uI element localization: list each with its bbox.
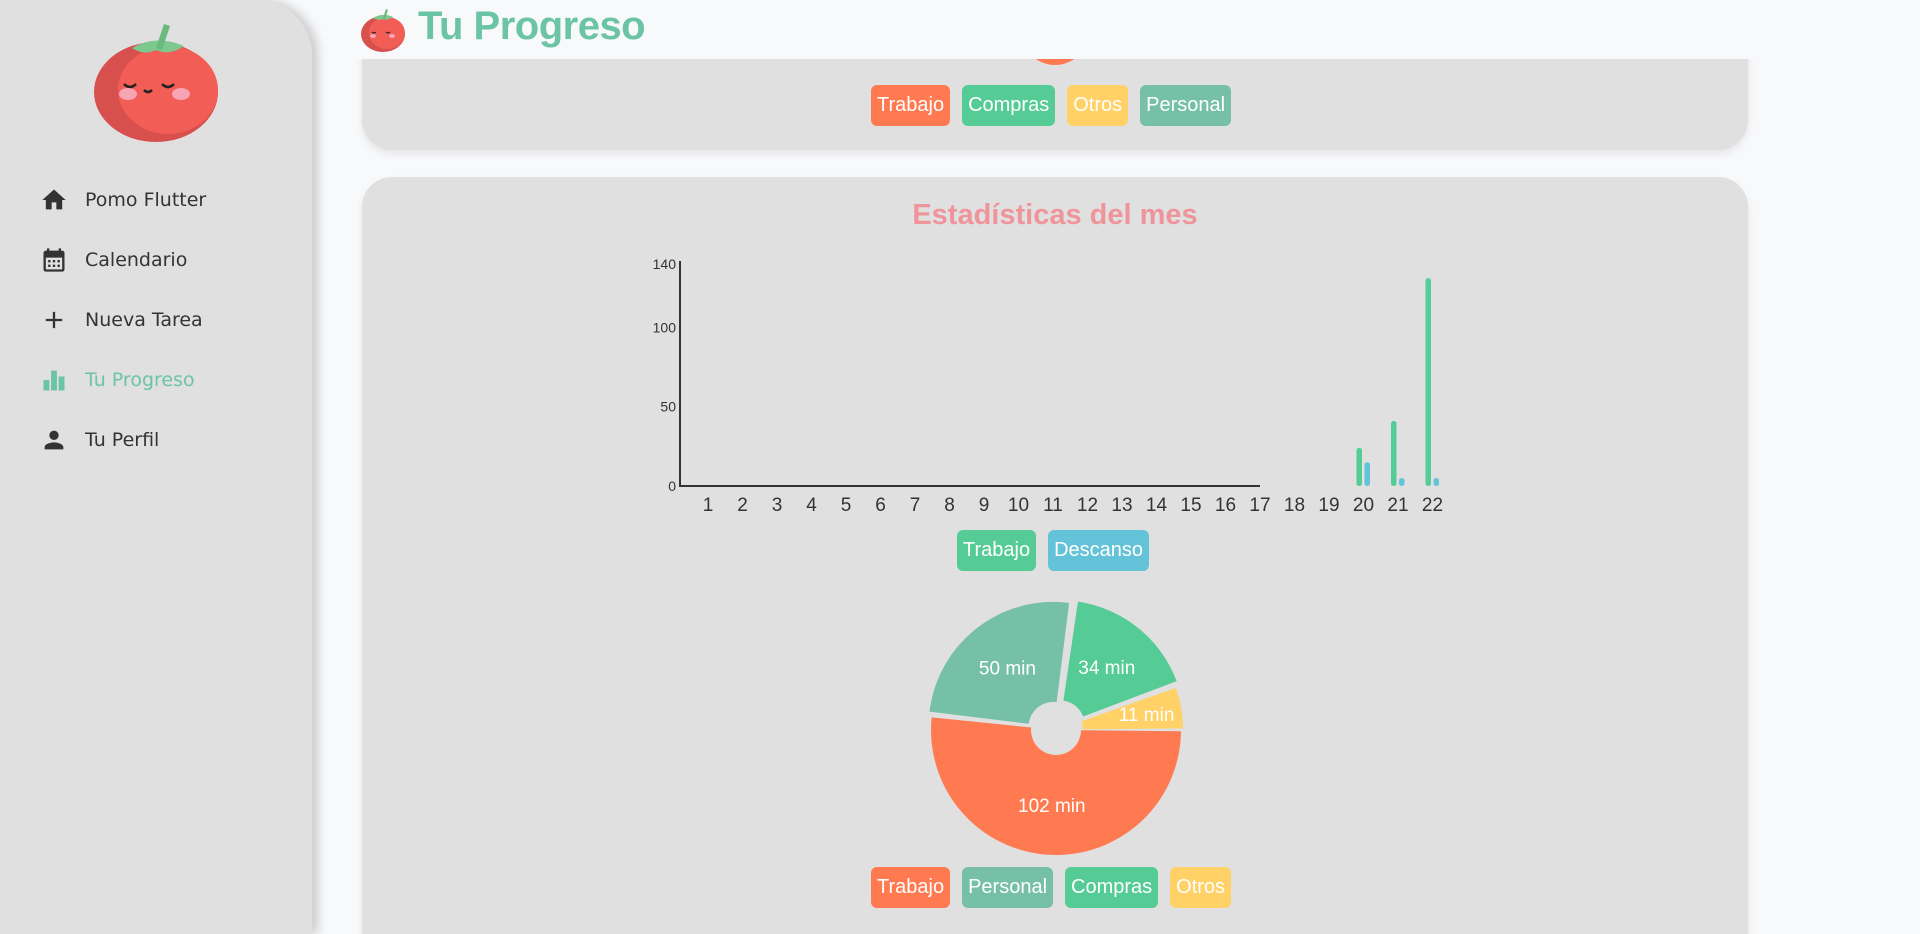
category-legend: Trabajo Compras Otros Personal xyxy=(871,85,1232,126)
home-icon xyxy=(42,189,66,210)
pie-slice-label: 102 min xyxy=(1018,796,1086,817)
bar-trabajo-20 xyxy=(1356,447,1362,486)
sidebar-item-label: Tu Progreso xyxy=(85,369,195,391)
x-tick-label: 3 xyxy=(772,495,783,516)
sidebar-item-nueva-tarea[interactable]: Nueva Tarea xyxy=(40,300,203,340)
x-tick-label: 1 xyxy=(703,495,714,516)
x-tick-label: 22 xyxy=(1422,495,1443,516)
legend-chip-trabajo[interactable]: Trabajo xyxy=(871,85,951,126)
person-icon xyxy=(44,430,64,450)
pie-slice-label: 11 min xyxy=(1119,705,1175,726)
bar-trabajo-21 xyxy=(1391,420,1397,486)
page-title: Tu Progreso xyxy=(418,4,646,48)
sidebar-item-label: Nueva Tarea xyxy=(85,309,203,331)
x-tick-label: 10 xyxy=(1008,495,1029,516)
x-tick-label: 20 xyxy=(1353,495,1374,516)
legend-chip-trabajo[interactable]: Trabajo xyxy=(871,867,951,908)
sidebar-item-label: Calendario xyxy=(85,249,188,271)
app-header: Tu Progreso xyxy=(312,0,1920,59)
section-title: Estadísticas del mes xyxy=(912,199,1198,231)
y-tick-label: 50 xyxy=(660,399,676,415)
x-tick-label: 11 xyxy=(1043,495,1063,516)
x-tick-label: 17 xyxy=(1249,495,1270,516)
x-tick-label: 16 xyxy=(1215,495,1236,516)
x-tick-label: 8 xyxy=(944,495,955,516)
tomato-icon xyxy=(361,9,405,52)
x-tick-label: 5 xyxy=(841,495,852,516)
legend-chip-personal[interactable]: Personal xyxy=(1140,85,1232,126)
pie-slice-label: 50 min xyxy=(979,659,1036,680)
sidebar: Pomo Flutter Calendario Nueva Tarea Tu P… xyxy=(0,0,312,934)
sidebar-item-pomo-flutter[interactable]: Pomo Flutter xyxy=(40,180,206,220)
legend-chip-compras[interactable]: Compras xyxy=(962,85,1056,126)
pie-slice-label: 34 min xyxy=(1078,658,1135,679)
bar-descanso-21 xyxy=(1399,478,1405,486)
bar-descanso-22 xyxy=(1433,478,1439,486)
x-tick-label: 21 xyxy=(1387,495,1408,516)
y-tick-label: 100 xyxy=(653,319,677,335)
legend-chip-otros[interactable]: Otros xyxy=(1067,85,1129,126)
x-tick-label: 13 xyxy=(1111,495,1132,516)
pie-slice-personal xyxy=(929,601,1070,724)
legend-chip-descanso[interactable]: Descanso xyxy=(1048,530,1150,571)
x-tick-label: 15 xyxy=(1180,495,1201,516)
sidebar-item-tu-progreso[interactable]: Tu Progreso xyxy=(40,360,195,400)
bar-descanso-20 xyxy=(1364,462,1370,486)
x-tick-label: 12 xyxy=(1077,495,1098,516)
pie-slice-compras xyxy=(1063,601,1177,717)
y-tick-label: 140 xyxy=(653,256,677,272)
legend-chip-otros[interactable]: Otros xyxy=(1170,867,1232,908)
y-tick-label: 0 xyxy=(668,478,676,494)
sidebar-item-label: Tu Perfil xyxy=(85,429,160,451)
x-tick-label: 7 xyxy=(910,495,921,516)
legend-chip-trabajo[interactable]: Trabajo xyxy=(957,530,1037,571)
x-tick-label: 19 xyxy=(1318,495,1339,516)
pie-slice-otros xyxy=(1081,687,1183,730)
x-tick-label: 6 xyxy=(875,495,886,516)
bar-trabajo-22 xyxy=(1425,278,1431,486)
bar-legend: Trabajo Descanso xyxy=(957,530,1150,571)
pie-legend: Trabajo Personal Compras Otros xyxy=(871,867,1232,908)
calendar-icon xyxy=(43,248,65,272)
x-tick-label: 18 xyxy=(1284,495,1305,516)
x-tick-label: 2 xyxy=(737,495,748,516)
x-tick-label: 9 xyxy=(979,495,990,516)
month-stats-card: Estadísticas del mes 0 50 100 140 1 2 3 4 5 6 7 8 9 1… xyxy=(362,177,1748,934)
bar-chart-icon xyxy=(43,370,65,391)
tomato-mascot-logo xyxy=(94,24,218,142)
sidebar-item-tu-perfil[interactable]: Tu Perfil xyxy=(40,420,159,460)
sidebar-item-label: Pomo Flutter xyxy=(85,189,207,211)
x-tick-label: 14 xyxy=(1146,495,1168,516)
plus-icon xyxy=(45,311,63,329)
x-tick-label: 4 xyxy=(806,495,817,516)
legend-chip-compras[interactable]: Compras xyxy=(1065,867,1159,908)
pie-slice-trabajo xyxy=(931,717,1181,856)
legend-chip-personal[interactable]: Personal xyxy=(962,867,1054,908)
sidebar-item-calendario[interactable]: Calendario xyxy=(40,240,187,280)
